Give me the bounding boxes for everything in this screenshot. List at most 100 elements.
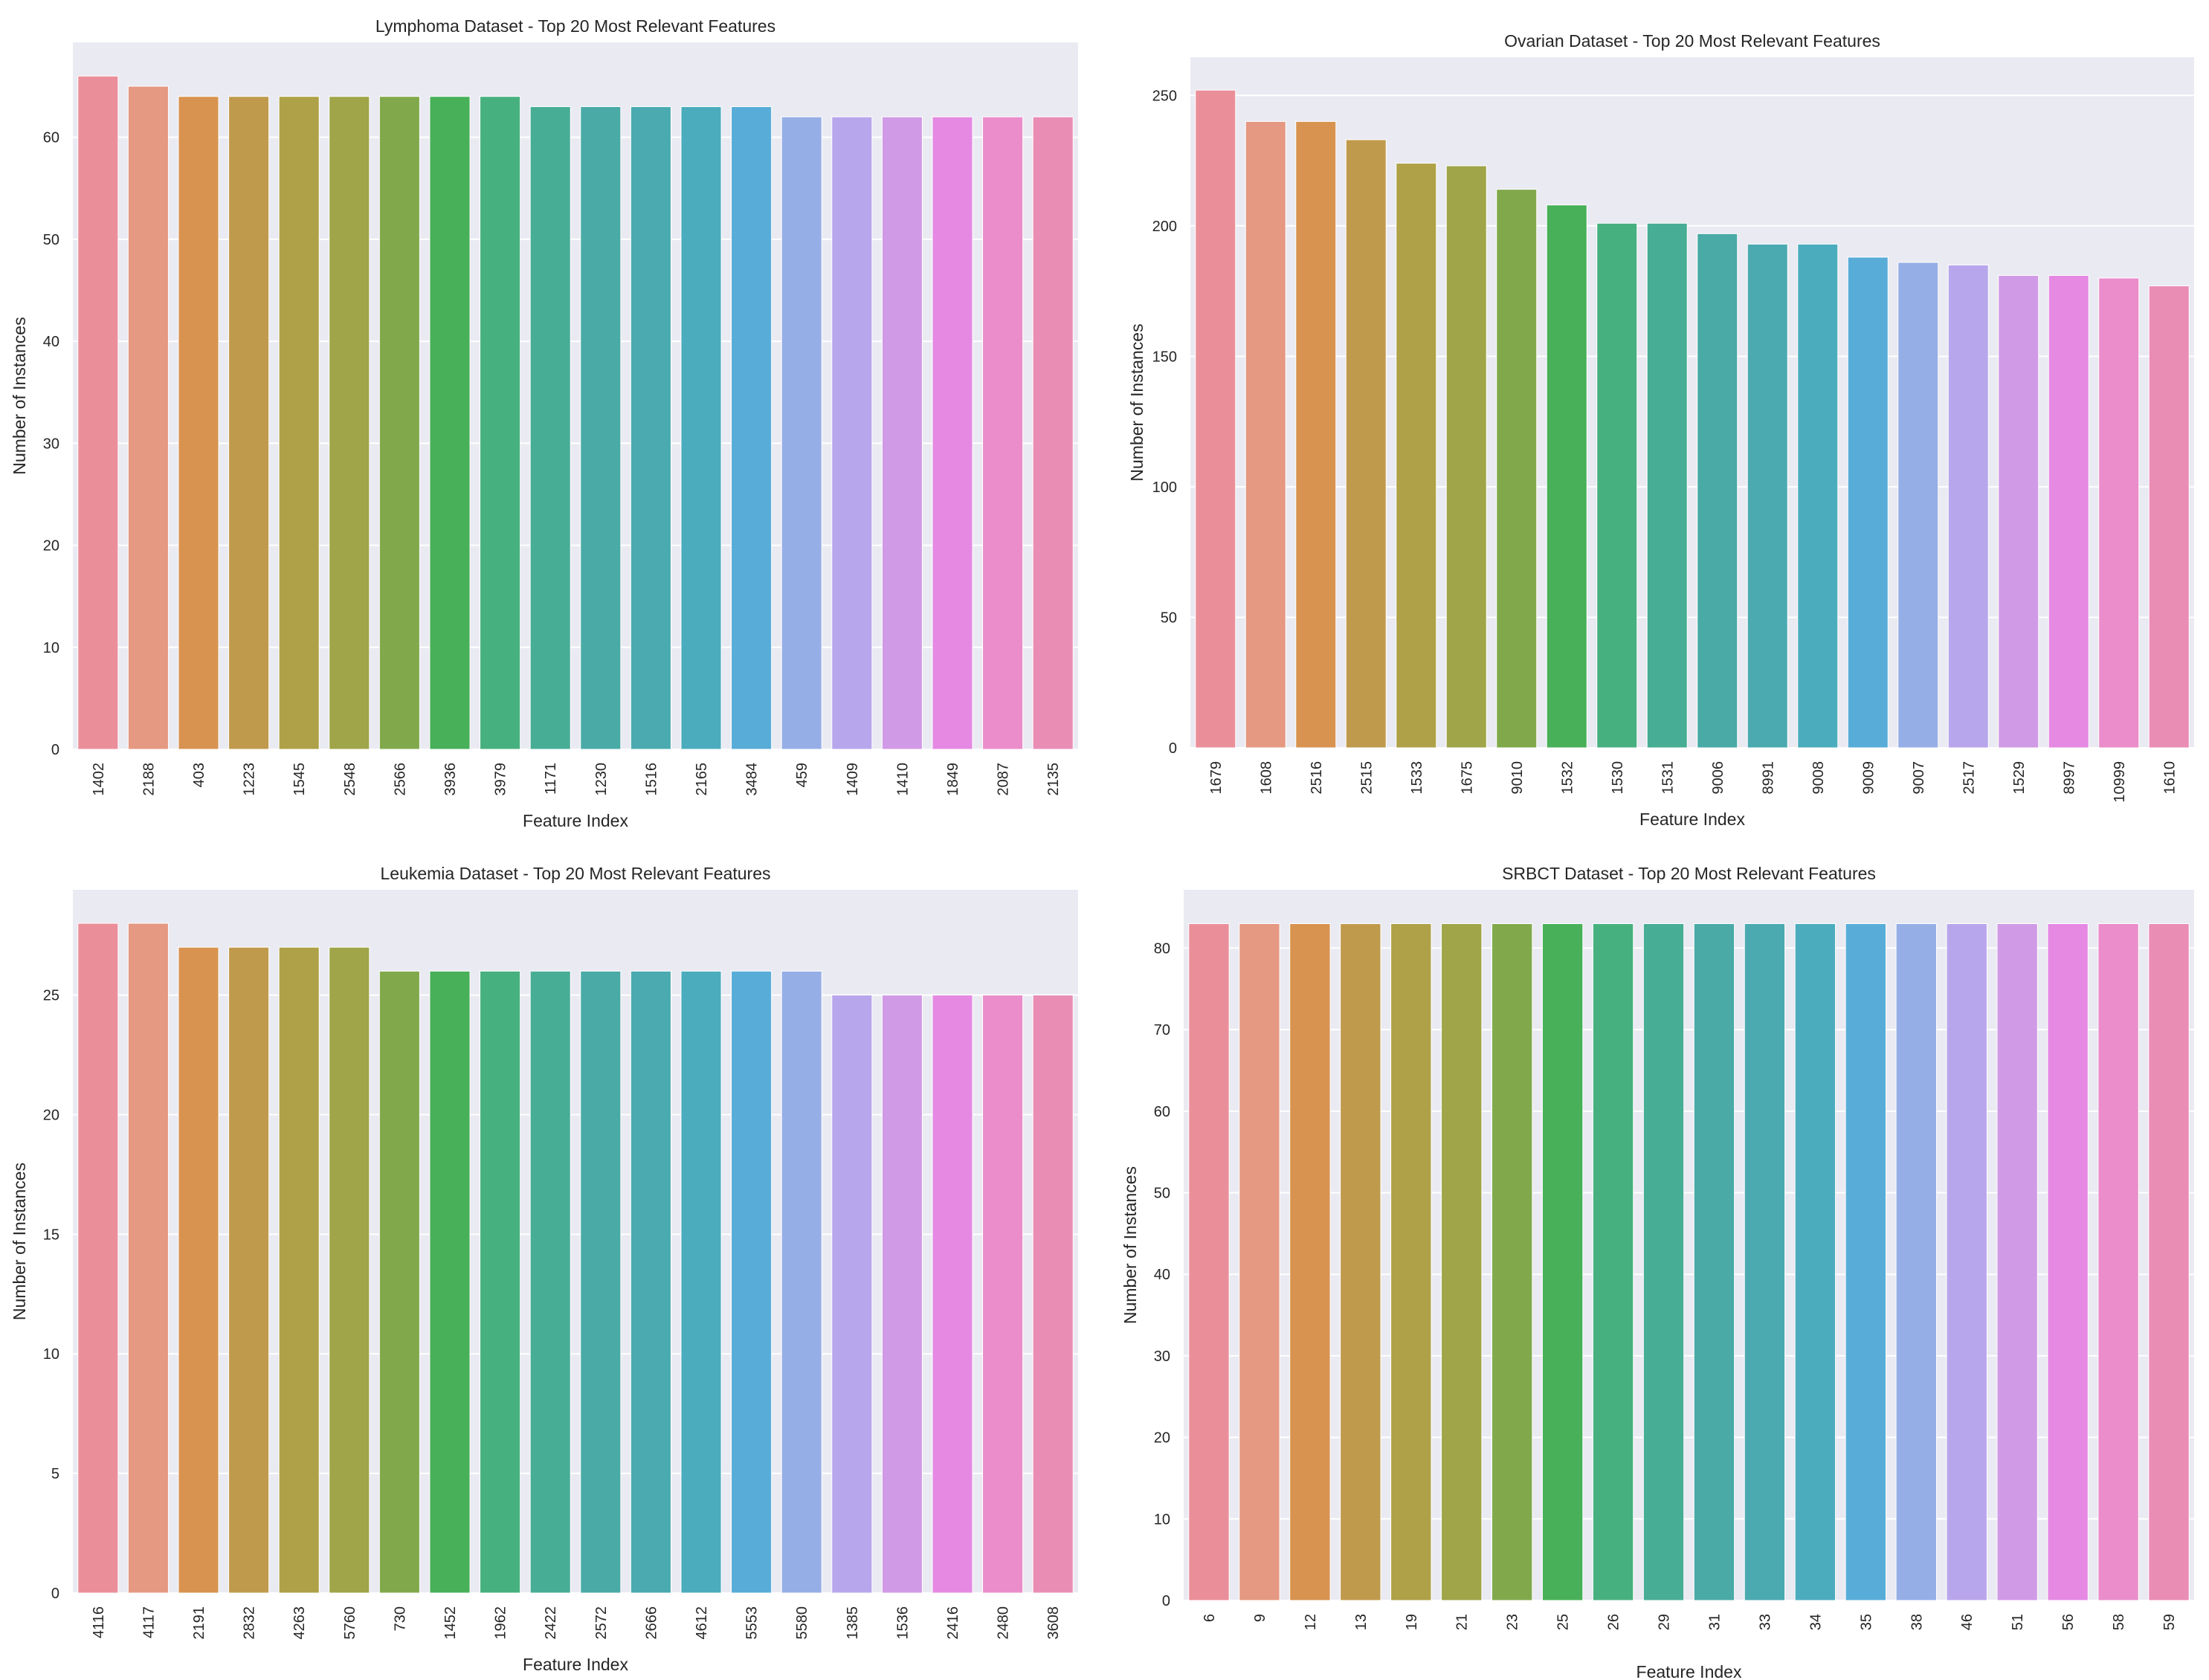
bar bbox=[1596, 222, 1638, 749]
bar bbox=[1845, 923, 1887, 1601]
x-tick-label: 1533 bbox=[1409, 761, 1425, 795]
x-tick-label: 9007 bbox=[1911, 761, 1927, 795]
bar bbox=[1998, 275, 2039, 749]
chart-title: Ovarian Dataset - Top 20 Most Relevant F… bbox=[1504, 31, 1880, 51]
bar bbox=[228, 946, 270, 1594]
bar bbox=[2047, 923, 2089, 1601]
x-tick-label: 1536 bbox=[894, 1606, 911, 1640]
x-tick-label: 9 bbox=[1252, 1614, 1268, 1622]
y-tick-label: 0 bbox=[51, 1586, 59, 1602]
x-tick-label: 19 bbox=[1404, 1614, 1420, 1630]
x-tick-label: 1402 bbox=[91, 763, 107, 796]
y-tick-label: 60 bbox=[1154, 1104, 1170, 1120]
bar bbox=[1646, 222, 1688, 749]
bar bbox=[1445, 165, 1487, 749]
x-tick-label: 2165 bbox=[694, 763, 710, 796]
x-tick-label: 8991 bbox=[1760, 761, 1776, 795]
x-tick-label: 10999 bbox=[2112, 761, 2128, 803]
bar bbox=[1396, 163, 1437, 749]
bar bbox=[1032, 995, 1074, 1594]
bar bbox=[1289, 923, 1331, 1601]
bar bbox=[881, 116, 923, 750]
bar bbox=[831, 116, 873, 750]
bar bbox=[1697, 233, 1738, 749]
x-tick-label: 31 bbox=[1706, 1614, 1723, 1630]
bar bbox=[127, 923, 169, 1594]
x-tick-label: 34 bbox=[1807, 1614, 1824, 1630]
bar bbox=[480, 96, 521, 750]
x-tick-label: 3979 bbox=[493, 763, 509, 796]
x-tick-label: 25 bbox=[1555, 1614, 1572, 1630]
x-tick-label: 2548 bbox=[342, 763, 358, 796]
bar bbox=[831, 995, 873, 1594]
x-tick-label: 4612 bbox=[694, 1606, 710, 1640]
bar bbox=[580, 970, 622, 1594]
bar bbox=[1947, 264, 1989, 749]
y-tick-label: 5 bbox=[51, 1466, 59, 1482]
x-tick-label: 3484 bbox=[744, 763, 761, 796]
x-tick-label: 1529 bbox=[2011, 761, 2028, 795]
x-tick-label: 2516 bbox=[1309, 761, 1325, 795]
x-tick-label: 2087 bbox=[996, 763, 1012, 796]
bar bbox=[1946, 923, 1987, 1601]
bar bbox=[1592, 923, 1634, 1601]
x-tick-label: 459 bbox=[794, 763, 810, 787]
x-axis-label: Feature Index bbox=[1639, 810, 1745, 829]
x-tick-label: 2666 bbox=[643, 1606, 660, 1640]
bar bbox=[1797, 243, 1839, 749]
bar bbox=[429, 96, 471, 750]
x-tick-label: 2566 bbox=[392, 763, 408, 796]
x-tick-label: 46 bbox=[1959, 1614, 1976, 1630]
x-tick-label: 2135 bbox=[1045, 763, 1062, 796]
chart-title: Lymphoma Dataset - Top 20 Most Relevant … bbox=[375, 16, 775, 36]
bar bbox=[982, 995, 1024, 1594]
srbct-chart: 0 10 20 30 40 50 60 70 80 6 9 12 13 19 21 23 25 26 29 31 33 3… bbox=[1120, 864, 2194, 1680]
x-tick-label: 1410 bbox=[894, 763, 911, 796]
bar bbox=[378, 970, 420, 1594]
x-tick-label: 13 bbox=[1353, 1614, 1370, 1630]
chart-svg: 0 10 20 30 40 50 60 70 80 6 9 12 13 19 21 23 25 26 29 31 33 3… bbox=[1120, 864, 2194, 1680]
bar bbox=[480, 970, 521, 1594]
y-tick-label: 10 bbox=[43, 1346, 59, 1363]
x-tick-label: 1171 bbox=[543, 763, 559, 795]
bar bbox=[378, 96, 420, 750]
y-tick-label: 20 bbox=[43, 538, 59, 555]
y-tick-label: 40 bbox=[43, 334, 59, 350]
plot-background bbox=[73, 42, 1078, 749]
x-tick-label: 403 bbox=[191, 763, 207, 787]
y-tick-label: 20 bbox=[43, 1107, 59, 1123]
bar bbox=[329, 96, 370, 750]
x-tick-label: 9008 bbox=[1810, 761, 1827, 795]
x-tick-label: 5760 bbox=[342, 1606, 358, 1640]
bar bbox=[529, 970, 571, 1594]
x-tick-label: 21 bbox=[1454, 1614, 1471, 1630]
bar bbox=[127, 85, 169, 750]
bar bbox=[1032, 116, 1074, 750]
bar bbox=[1340, 923, 1381, 1601]
y-tick-label: 30 bbox=[1154, 1348, 1170, 1365]
x-tick-label: 2480 bbox=[996, 1606, 1012, 1640]
y-tick-label: 150 bbox=[1152, 349, 1177, 365]
bar bbox=[1491, 923, 1533, 1601]
y-tick-label: 100 bbox=[1152, 479, 1177, 496]
y-tick-label: 0 bbox=[1169, 740, 1177, 757]
bar bbox=[2098, 277, 2140, 749]
bar bbox=[1744, 923, 1786, 1601]
x-tick-label: 2191 bbox=[191, 1606, 207, 1640]
bar bbox=[178, 946, 219, 1594]
bar bbox=[731, 970, 773, 1594]
x-tick-label: 1530 bbox=[1610, 761, 1626, 795]
x-tick-label: 1223 bbox=[242, 763, 258, 796]
x-tick-label: 2832 bbox=[242, 1606, 258, 1640]
x-tick-label: 2416 bbox=[945, 1606, 961, 1640]
plot-background bbox=[1190, 57, 2194, 748]
y-axis-label: Number of Instances bbox=[1127, 323, 1147, 481]
y-tick-label: 200 bbox=[1152, 219, 1177, 235]
x-tick-label: 9009 bbox=[1860, 761, 1877, 795]
bar bbox=[982, 116, 1024, 750]
x-tick-label: 38 bbox=[1909, 1614, 1925, 1630]
y-axis-label: Number of Instances bbox=[10, 317, 29, 474]
x-tick-label: 9006 bbox=[1710, 761, 1726, 795]
bar bbox=[1847, 256, 1889, 749]
y-tick-label: 60 bbox=[43, 130, 59, 146]
